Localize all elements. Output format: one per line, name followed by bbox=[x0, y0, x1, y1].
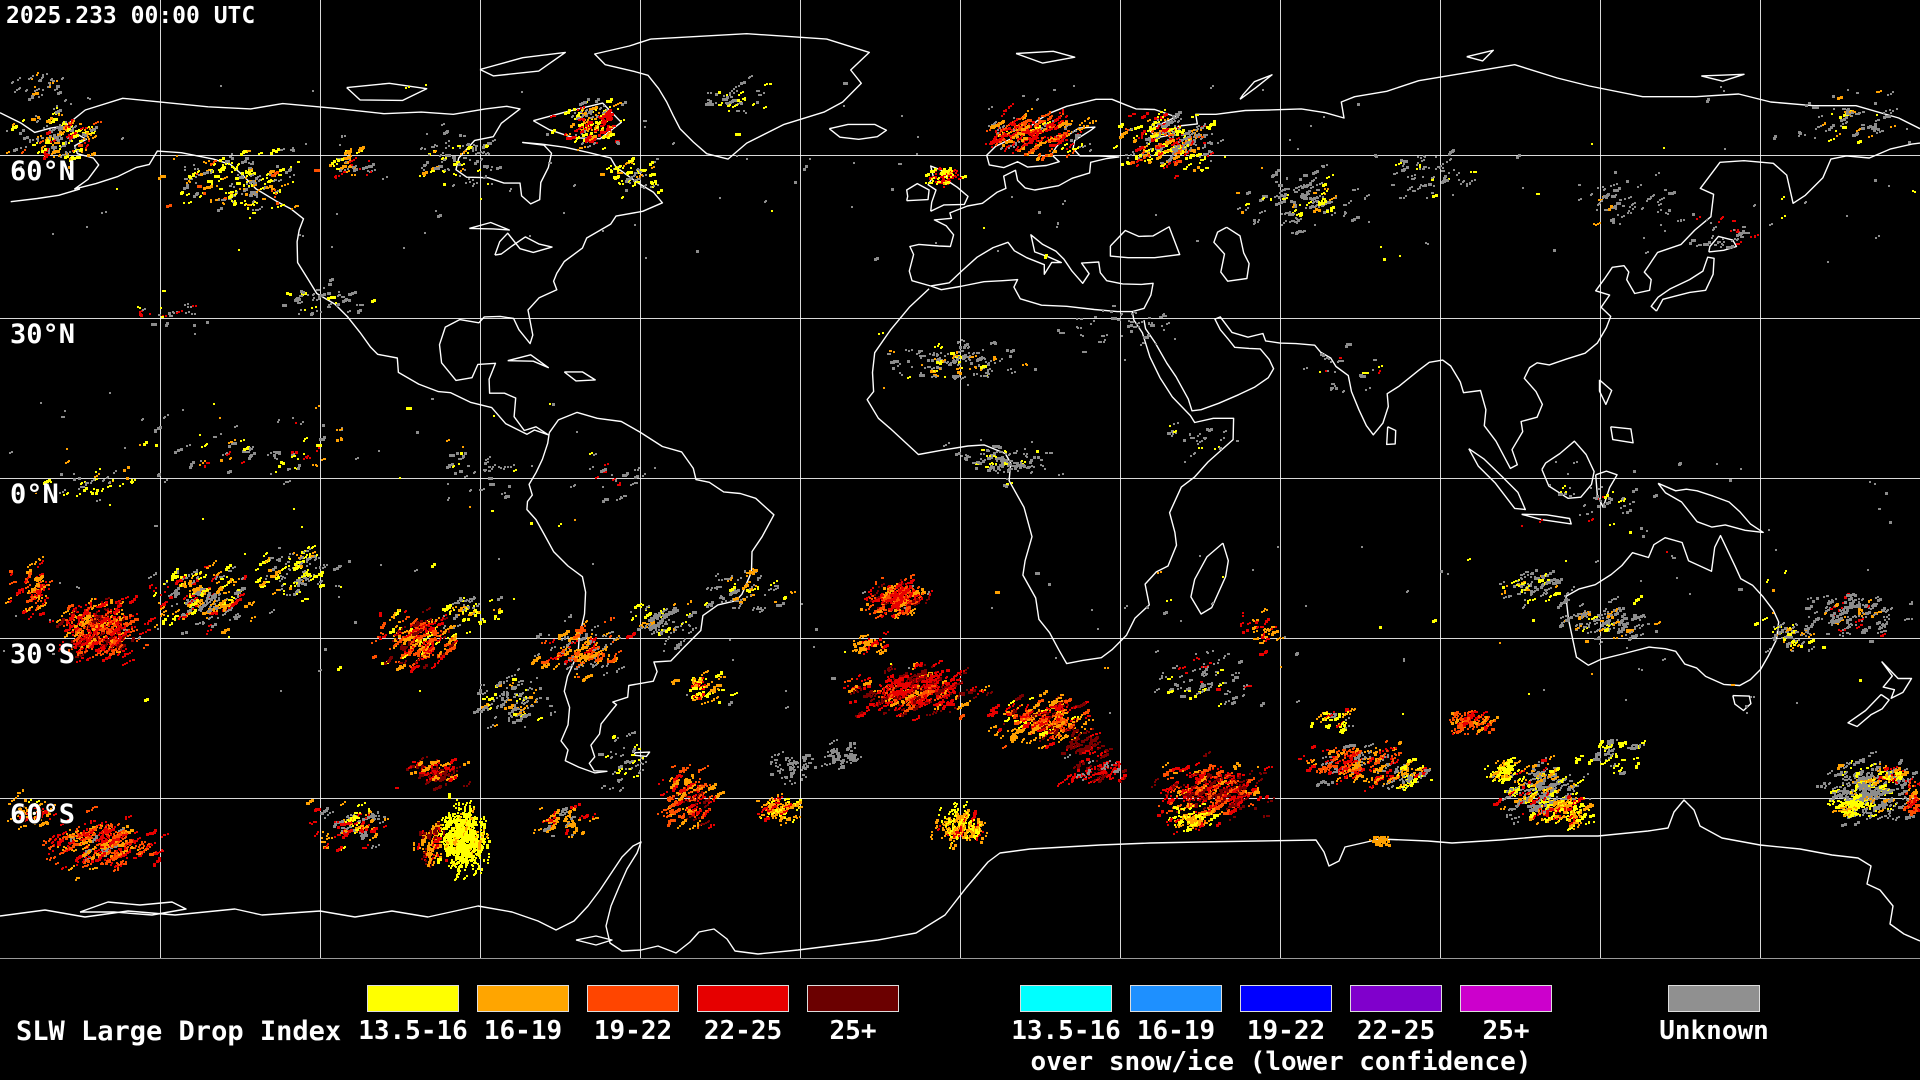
legend-snow-caption: over snow/ice (lower confidence) bbox=[1030, 1047, 1532, 1077]
legend-label-clear-13.5-16: 13.5-16 bbox=[358, 1016, 468, 1046]
latitude-label: 60°S bbox=[10, 799, 76, 830]
legend-label-clear-19-22: 19-22 bbox=[593, 1016, 673, 1046]
latitude-label: 60°N bbox=[10, 156, 76, 187]
latitude-label: 0°N bbox=[10, 479, 59, 510]
latitude-label: 30°S bbox=[10, 639, 76, 670]
legend-label-snow-19-22: 19-22 bbox=[1246, 1016, 1326, 1046]
legend: SLW Large Drop Index 13.5-16 16-19 19-22 22… bbox=[0, 959, 1920, 1080]
legend-swatch-clear-13.5-16 bbox=[367, 985, 459, 1012]
legend-swatch-clear-19-22 bbox=[587, 985, 679, 1012]
legend-swatch-clear-22-25 bbox=[697, 985, 789, 1012]
legend-label-snow-13.5-16: 13.5-16 bbox=[1011, 1016, 1121, 1046]
legend-label-snow-25+: 25+ bbox=[1482, 1016, 1530, 1046]
legend-label-snow-22-25: 22-25 bbox=[1356, 1016, 1436, 1046]
legend-swatch-snow-19-22 bbox=[1240, 985, 1332, 1012]
world-map: 60°N 30°N 0°N 30°S 60°S 2025.233 00:00 UTC bbox=[0, 0, 1920, 958]
legend-label-clear-16-19: 16-19 bbox=[483, 1016, 563, 1046]
timestamp: 2025.233 00:00 UTC bbox=[6, 3, 256, 29]
legend-swatch-snow-13.5-16 bbox=[1020, 985, 1112, 1012]
legend-swatch-snow-16-19 bbox=[1130, 985, 1222, 1012]
legend-swatch-clear-25+ bbox=[807, 985, 899, 1012]
legend-label-unknown: Unknown bbox=[1659, 1016, 1769, 1046]
legend-swatch-snow-25+ bbox=[1460, 985, 1552, 1012]
legend-label-clear-22-25: 22-25 bbox=[703, 1016, 783, 1046]
legend-title: SLW Large Drop Index bbox=[16, 1016, 342, 1047]
legend-swatch-clear-16-19 bbox=[477, 985, 569, 1012]
legend-swatch-unknown bbox=[1668, 985, 1760, 1012]
latitude-label: 30°N bbox=[10, 319, 76, 350]
legend-label-clear-25+: 25+ bbox=[829, 1016, 877, 1046]
data-speckle-layer bbox=[0, 0, 1920, 958]
legend-swatch-snow-22-25 bbox=[1350, 985, 1442, 1012]
latitude-labels: 60°N 30°N 0°N 30°S 60°S bbox=[10, 156, 76, 830]
map-bottom-border bbox=[0, 958, 1920, 959]
legend-label-snow-16-19: 16-19 bbox=[1136, 1016, 1216, 1046]
